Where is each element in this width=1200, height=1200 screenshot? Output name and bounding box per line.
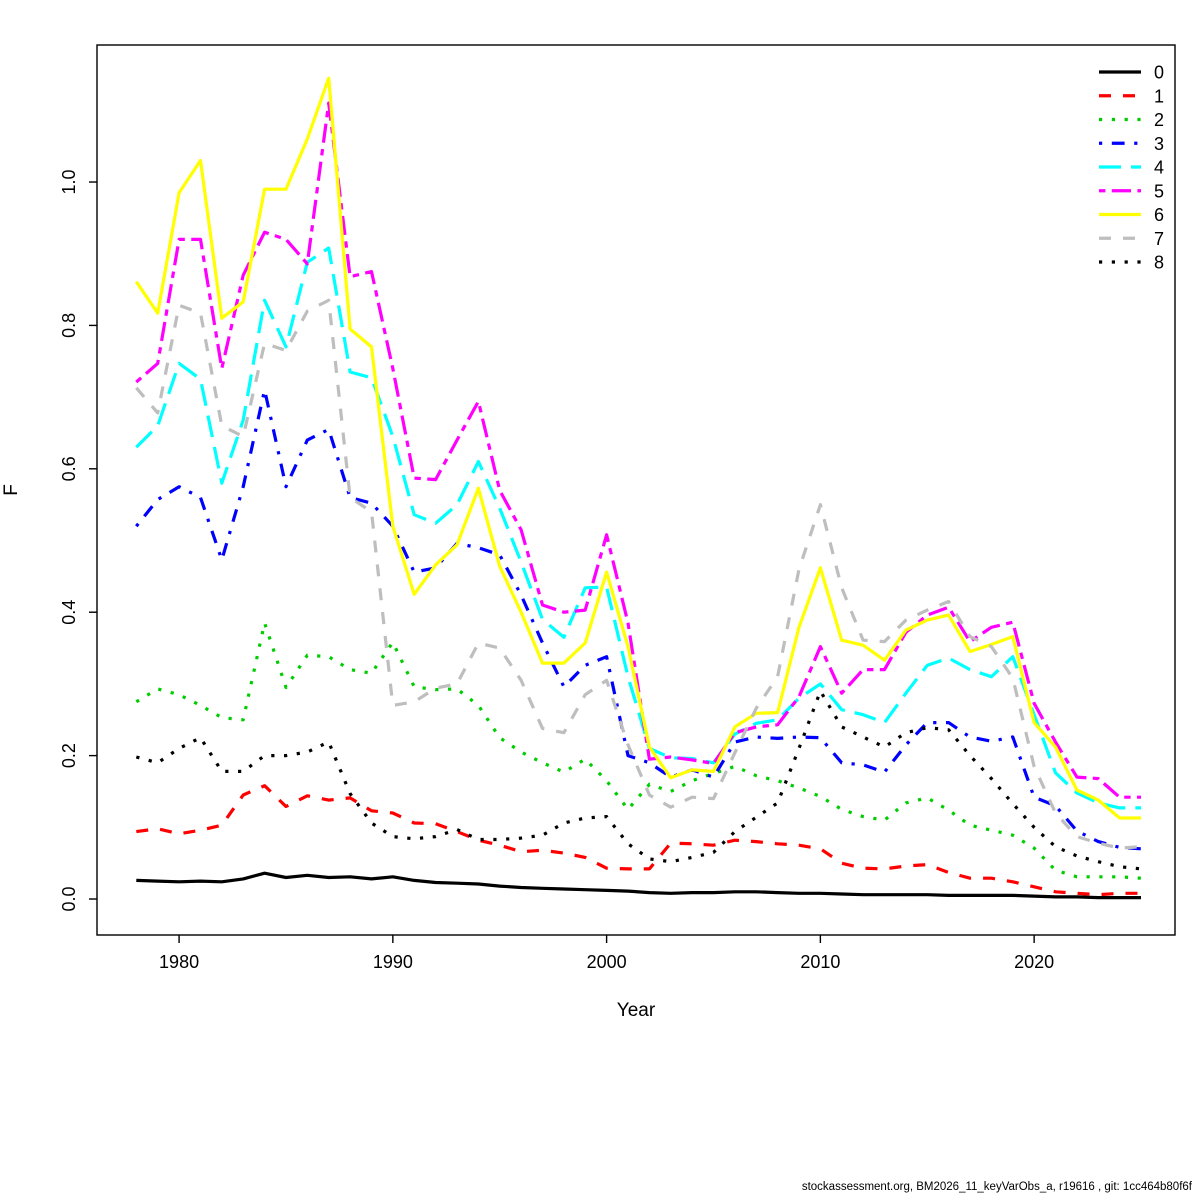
legend-label-age-0: 0 bbox=[1154, 63, 1164, 83]
series-line-age-4 bbox=[135, 246, 1141, 810]
x-axis-tick-label: 2000 bbox=[587, 952, 627, 972]
series-line-age-6 bbox=[134, 76, 1141, 820]
y-axis-tick-label: 0.2 bbox=[59, 743, 79, 768]
series-line-age-2 bbox=[135, 621, 1142, 880]
plot-border bbox=[96, 44, 1176, 936]
series-line-age-1 bbox=[136, 784, 1141, 897]
y-axis-tick-label: 0.0 bbox=[59, 886, 79, 911]
series-line-age-8 bbox=[135, 689, 1142, 871]
legend-label-age-7: 7 bbox=[1154, 229, 1164, 249]
legend-label-age-4: 4 bbox=[1154, 158, 1164, 178]
legend-label-age-1: 1 bbox=[1154, 86, 1164, 106]
legend-label-age-5: 5 bbox=[1154, 181, 1164, 201]
legend-label-age-2: 2 bbox=[1154, 110, 1164, 130]
y-axis-title: F bbox=[0, 484, 22, 496]
series-line-age-3 bbox=[135, 388, 1142, 851]
legend-label-age-3: 3 bbox=[1154, 134, 1164, 154]
x-axis-tick-label: 2010 bbox=[800, 952, 840, 972]
y-axis-tick-label: 0.4 bbox=[59, 600, 79, 625]
y-axis-tick-label: 0.6 bbox=[59, 456, 79, 481]
footer-text: stockassessment.org, BM2026_11_keyVarObs… bbox=[801, 1181, 1192, 1193]
legend-label-age-8: 8 bbox=[1154, 253, 1164, 273]
series-line-age-0 bbox=[136, 871, 1141, 900]
x-axis-tick-label: 2020 bbox=[1014, 952, 1054, 972]
series-line-age-7 bbox=[135, 298, 1142, 850]
y-axis-tick-label: 1.0 bbox=[59, 170, 79, 195]
legend-label-age-6: 6 bbox=[1154, 205, 1164, 225]
x-axis-tick-label: 1990 bbox=[373, 952, 413, 972]
x-axis-tick-label: 1980 bbox=[159, 952, 199, 972]
x-axis-title: Year bbox=[616, 1000, 656, 1021]
y-axis-tick-label: 0.8 bbox=[59, 313, 79, 338]
